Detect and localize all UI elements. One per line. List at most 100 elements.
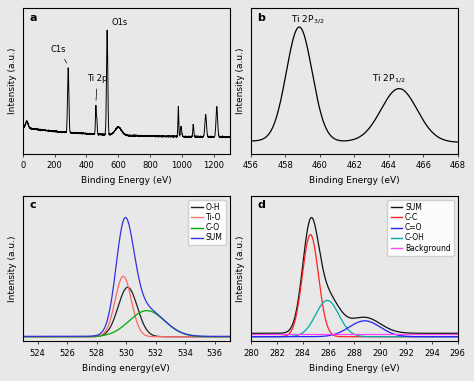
C-O — [144, 308, 150, 313]
C=O — [362, 319, 367, 323]
Text: Ti 2P$_{1/2}$: Ti 2P$_{1/2}$ — [372, 72, 405, 85]
C-O — [56, 335, 62, 339]
C-C — [301, 259, 307, 264]
C-C — [404, 335, 410, 339]
C-O — [142, 309, 147, 313]
O-H — [176, 335, 182, 339]
Ti-O — [158, 335, 164, 339]
Ti-O — [176, 335, 182, 339]
Y-axis label: Intensity (a.u.): Intensity (a.u.) — [9, 48, 18, 114]
Line: Ti-O: Ti-O — [23, 276, 229, 337]
Ti-O — [114, 292, 119, 297]
C-C — [370, 335, 376, 339]
SUM — [158, 315, 164, 320]
SUM — [301, 251, 307, 255]
SUM — [142, 297, 148, 301]
O-H — [227, 335, 232, 339]
C=O — [285, 335, 291, 339]
Text: a: a — [29, 13, 36, 23]
Background — [370, 331, 376, 336]
C-OH — [248, 335, 254, 339]
Y-axis label: Intensity (a.u.): Intensity (a.u.) — [237, 48, 246, 114]
C-O — [114, 328, 119, 333]
Ti-O — [142, 333, 148, 337]
X-axis label: Binding Energy (eV): Binding Energy (eV) — [309, 364, 400, 373]
C-O — [158, 315, 164, 320]
Background — [455, 331, 461, 336]
Line: SUM: SUM — [23, 218, 229, 336]
C-OH — [455, 335, 461, 339]
Line: C-C: C-C — [251, 235, 458, 337]
O-H — [114, 310, 119, 314]
Background — [386, 331, 392, 336]
Legend: SUM, C-C, C=O, C-OH, Background: SUM, C-C, C=O, C-OH, Background — [387, 200, 454, 256]
C-OH — [285, 334, 291, 339]
SUM — [309, 215, 314, 220]
Ti-O — [73, 335, 79, 339]
O-H — [20, 335, 26, 339]
X-axis label: Binding energy(eV): Binding energy(eV) — [82, 364, 170, 373]
C-OH — [386, 335, 392, 339]
Background — [301, 331, 307, 336]
C-C — [342, 335, 348, 339]
Text: b: b — [257, 13, 265, 23]
Ti-O — [20, 335, 26, 339]
C=O — [342, 328, 347, 332]
C=O — [248, 335, 254, 339]
C-O — [20, 335, 26, 339]
Y-axis label: Intensity (a.u.): Intensity (a.u.) — [237, 235, 246, 302]
Line: O-H: O-H — [23, 287, 229, 337]
SUM — [386, 327, 392, 331]
SUM — [248, 331, 254, 336]
C=O — [370, 321, 376, 325]
Background — [285, 331, 291, 336]
X-axis label: Binding Energy (eV): Binding Energy (eV) — [309, 176, 400, 185]
C-OH — [324, 298, 330, 303]
C-C — [285, 333, 291, 337]
C=O — [404, 334, 410, 339]
Line: C-O: C-O — [23, 311, 229, 337]
C-C — [455, 335, 461, 339]
C-O — [227, 335, 232, 339]
O-H — [125, 285, 131, 290]
O-H — [158, 334, 164, 339]
Text: Ti 2P$_{3/2}$: Ti 2P$_{3/2}$ — [291, 13, 324, 26]
SUM — [73, 334, 79, 339]
X-axis label: Binding Energy (eV): Binding Energy (eV) — [81, 176, 172, 185]
Background — [404, 331, 410, 336]
Line: SUM: SUM — [251, 218, 458, 333]
Text: c: c — [29, 200, 36, 210]
Text: C1s: C1s — [51, 45, 67, 63]
SUM — [56, 334, 62, 339]
Ti-O — [227, 335, 232, 339]
Ti-O — [56, 335, 62, 339]
SUM — [285, 329, 291, 334]
O-H — [73, 335, 79, 339]
Line: C=O: C=O — [251, 321, 458, 337]
SUM — [404, 331, 410, 335]
Text: d: d — [257, 200, 265, 210]
C-O — [176, 329, 182, 334]
Legend: O-H, Ti-O, C-O, SUM: O-H, Ti-O, C-O, SUM — [188, 200, 226, 245]
Text: O1s: O1s — [111, 18, 128, 27]
SUM — [370, 317, 376, 322]
Line: C-OH: C-OH — [251, 300, 458, 337]
Background — [342, 331, 347, 336]
C-OH — [370, 335, 376, 339]
Background — [248, 331, 254, 336]
C-C — [248, 335, 254, 339]
C-OH — [301, 329, 307, 334]
O-H — [142, 325, 148, 329]
SUM — [176, 329, 182, 333]
C-O — [73, 335, 79, 339]
C-OH — [404, 335, 410, 339]
C=O — [301, 335, 307, 339]
C-OH — [342, 323, 348, 328]
SUM — [342, 312, 348, 317]
C-C — [386, 335, 392, 339]
C=O — [455, 335, 461, 339]
SUM — [455, 331, 461, 336]
Ti-O — [120, 274, 126, 279]
C=O — [386, 330, 392, 335]
SUM — [227, 334, 232, 339]
